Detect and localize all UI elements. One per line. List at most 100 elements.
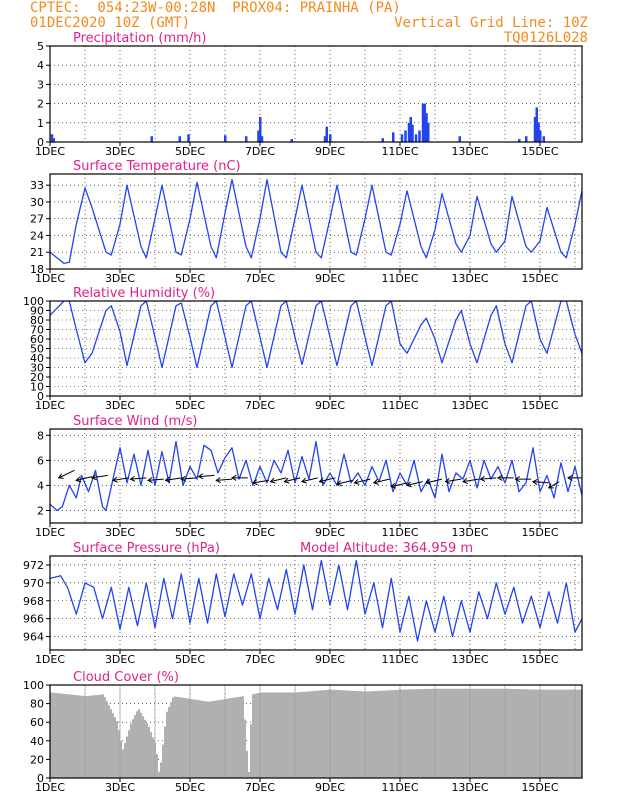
panel-title: Relative Humidity (%) — [73, 286, 215, 301]
wind-arrow — [406, 481, 423, 486]
cloud-bar — [72, 694, 74, 778]
cloud-bar — [352, 690, 354, 778]
wind-arrow-head — [479, 475, 486, 482]
cloud-bar — [480, 688, 482, 778]
wind-arrow-head — [532, 478, 538, 485]
y-tick-label: 2 — [37, 504, 44, 517]
cloud-bar — [452, 688, 454, 778]
x-tick-label: 13DEC — [451, 145, 488, 158]
wind-arrow-head — [164, 476, 171, 483]
cloud-bar — [422, 689, 424, 778]
cloud-bar — [468, 688, 470, 778]
cloud-bar — [300, 692, 302, 778]
cloud-bar — [458, 688, 460, 778]
panel-subtitle: Model Altitude: 364.959 m — [300, 541, 473, 556]
cloud-bar — [212, 701, 214, 778]
y-tick-label: 30 — [30, 362, 44, 375]
y-tick-label: 0 — [37, 136, 44, 149]
cloud-bar — [534, 689, 536, 778]
wind-arrow-head — [567, 474, 573, 481]
cloud-bar — [410, 689, 412, 778]
x-tick-label: 7DEC — [245, 272, 275, 285]
cloud-bar — [492, 688, 494, 778]
cloud-bar — [572, 689, 574, 778]
wind-arrow — [76, 476, 93, 481]
y-tick-label: 80 — [30, 698, 44, 711]
wind-arrow-head — [444, 478, 451, 484]
cloud-bar — [562, 689, 564, 778]
x-tick-label: 15DEC — [521, 653, 558, 666]
y-tick-label: 3 — [37, 78, 44, 91]
cloud-bar — [542, 689, 544, 778]
data-layer — [50, 103, 545, 142]
wind-arrow-head — [197, 473, 204, 480]
cloud-bar — [374, 691, 376, 778]
wind-arrow — [426, 478, 443, 484]
cloud-bar — [336, 689, 338, 778]
cloud-bar — [362, 691, 364, 778]
precip-bar — [257, 130, 260, 142]
cloud-bar — [124, 742, 126, 778]
wind-arrow-head — [91, 474, 97, 481]
cloud-bar — [298, 692, 300, 778]
cloud-bar — [198, 700, 200, 778]
precip-bar — [407, 122, 411, 142]
wind-arrow-head — [301, 477, 307, 484]
cloud-bar — [126, 736, 128, 778]
cloud-bar — [216, 700, 218, 778]
wind-arrow-head — [180, 475, 186, 482]
cloud-bar — [476, 688, 478, 778]
cloud-bar — [114, 717, 116, 778]
precip-bar — [418, 130, 421, 142]
cloud-bar — [448, 688, 450, 778]
panel-frame — [49, 173, 583, 270]
panel-2: 18 21 24 27 30 33 1DEC 3DEC 5DEC 7DEC 9DEC 11DEC 13D… — [30, 159, 583, 285]
y-tick-label: 50 — [30, 343, 44, 356]
cloud-bar — [484, 688, 486, 778]
cloud-bar — [60, 693, 62, 778]
cloud-bar — [388, 690, 390, 778]
cloud-bar — [524, 689, 526, 778]
x-tick-label: 9DEC — [315, 653, 345, 666]
precip-bar — [539, 130, 542, 142]
cloud-bar — [318, 690, 320, 778]
cloud-bar — [538, 689, 540, 778]
cloud-bar — [464, 688, 466, 778]
cloud-bar — [568, 689, 570, 778]
cloud-bar — [380, 690, 382, 778]
cloud-bar — [92, 695, 94, 778]
cloud-bar — [54, 692, 56, 778]
cloud-bar — [408, 689, 410, 778]
x-tick-label: 1DEC — [35, 526, 65, 539]
cloud-bar — [280, 692, 282, 778]
cloud-bar — [290, 692, 292, 778]
precip-bar — [404, 130, 407, 142]
wind-arrow-head — [318, 477, 325, 484]
x-tick-label: 11DEC — [381, 653, 418, 666]
cloud-bar — [244, 719, 246, 778]
cloud-bar — [172, 697, 174, 778]
wind-arrow-head — [112, 476, 118, 483]
precip-bar — [50, 134, 54, 142]
wind-arrow — [147, 478, 164, 481]
y-tick-label: 968 — [23, 595, 44, 608]
cloud-bar — [50, 692, 52, 778]
x-tick-label: 1DEC — [35, 399, 65, 412]
wind-arrow — [284, 477, 301, 483]
cloud-bar — [522, 689, 524, 778]
cloud-bar — [148, 726, 150, 778]
cloud-bar — [342, 690, 344, 778]
panel-6: 0 20 40 60 80 100 1DEC 3DEC 5DEC 7DEC 9DEC 11DEC 13D… — [23, 670, 583, 794]
y-tick-label: 24 — [30, 229, 44, 242]
cloud-bar — [498, 688, 500, 778]
cloud-bar — [314, 690, 316, 778]
cloud-bar — [76, 695, 78, 778]
cloud-bar — [442, 688, 444, 778]
wind-arrow — [216, 478, 233, 481]
cloud-bar — [398, 689, 400, 778]
cloud-bar — [226, 698, 228, 778]
cloud-bar — [450, 688, 452, 778]
wind-arrow-head — [497, 474, 503, 481]
wind-arrow — [445, 478, 462, 483]
